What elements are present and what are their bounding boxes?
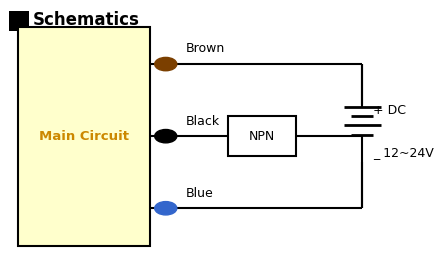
- Text: + DC: + DC: [373, 104, 407, 117]
- Circle shape: [155, 129, 177, 143]
- Bar: [9, 11, 29, 31]
- Text: _ 12~24V: _ 12~24V: [373, 146, 434, 159]
- Text: Brown: Brown: [186, 42, 225, 54]
- Text: Main Circuit: Main Circuit: [39, 130, 129, 143]
- Bar: [18, 27, 150, 246]
- Circle shape: [155, 202, 177, 215]
- Bar: [228, 116, 296, 156]
- Text: Black: Black: [186, 115, 220, 128]
- Text: Blue: Blue: [186, 187, 213, 200]
- Text: NPN: NPN: [249, 130, 275, 143]
- Circle shape: [155, 57, 177, 71]
- Text: Schematics: Schematics: [33, 11, 140, 29]
